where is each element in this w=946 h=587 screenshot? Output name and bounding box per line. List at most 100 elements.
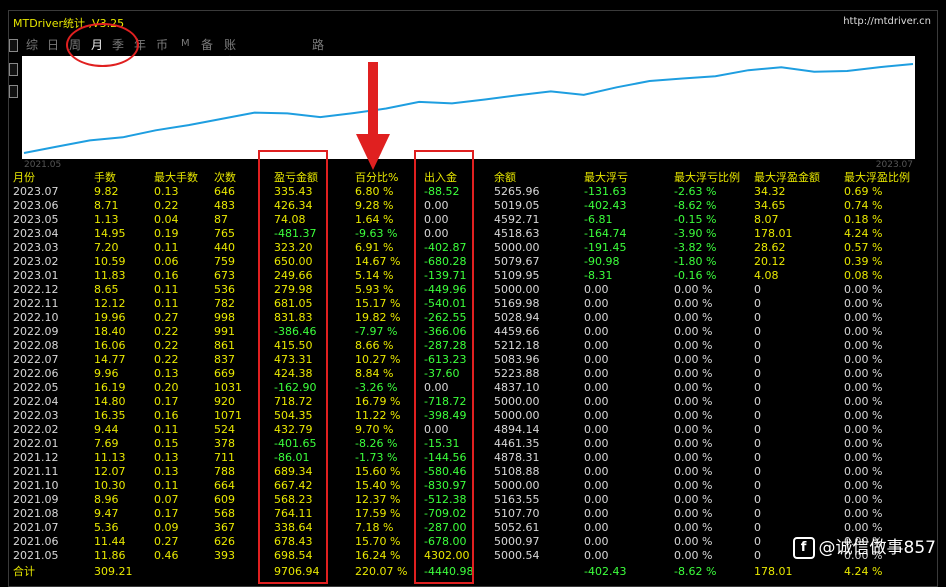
cell-m: 2021.12 xyxy=(13,451,59,464)
table-row[interactable]: 2022.10 19.96 0.27 998 831.83 19.82 % -262.55 5… xyxy=(9,311,929,325)
table-row[interactable]: 2021.07 5.36 0.09 367 338.64 7.18 % -287.00 505… xyxy=(9,521,929,535)
cell-bal: 4894.14 xyxy=(494,423,540,436)
column-header[interactable]: 余额 xyxy=(494,171,516,184)
table-row[interactable]: 2021.10 10.30 0.11 664 667.42 15.40 % -830.97 5… xyxy=(9,479,929,493)
column-header[interactable]: 次数 xyxy=(214,171,236,184)
cell-lots: 8.96 xyxy=(94,493,119,506)
cell-m: 2022.09 xyxy=(13,325,59,338)
cell-fp: 0 xyxy=(754,465,761,478)
cell-fpp: 0.00 % xyxy=(844,311,883,324)
cell-pct: -1.73 % xyxy=(355,451,398,464)
cell-m: 2022.07 xyxy=(13,353,59,366)
deposit-column-highlight xyxy=(414,150,474,584)
column-header[interactable]: 手数 xyxy=(94,171,116,184)
cell-m: 2021.09 xyxy=(13,493,59,506)
table-row[interactable]: 2021.05 11.86 0.46 393 698.54 16.24 % 4302.00 5… xyxy=(9,549,929,563)
cell-maxlots: 0.06 xyxy=(154,255,179,268)
table-row[interactable]: 2021.09 8.96 0.07 609 568.23 12.37 % -512.38 51… xyxy=(9,493,929,507)
cell-pl: 335.43 xyxy=(274,185,313,198)
cell-lots: 9.47 xyxy=(94,507,119,520)
column-header[interactable]: 百分比% xyxy=(355,171,399,184)
cell-fp: 0 xyxy=(754,521,761,534)
cell-flp: -0.15 % xyxy=(674,213,717,226)
cell-fpp: 0.00 % xyxy=(844,437,883,450)
cell-pct: 10.27 % xyxy=(355,353,401,366)
table-row[interactable]: 2022.04 14.80 0.17 920 718.72 16.79 % -718.72 5… xyxy=(9,395,929,409)
cell-io: -613.23 xyxy=(424,353,467,366)
cell-cnt: 711 xyxy=(214,451,235,464)
cell-flp: 0.00 % xyxy=(674,423,713,436)
column-header[interactable]: 最大浮亏 xyxy=(584,171,628,184)
cell-m: 2022.11 xyxy=(13,297,59,310)
table-row[interactable]: 2023.02 10.59 0.06 759 650.00 14.67 % -680.28 5… xyxy=(9,255,929,269)
table-row[interactable]: 2022.07 14.77 0.22 837 473.31 10.27 % -613.23 5… xyxy=(9,353,929,367)
cell-m: 2022.02 xyxy=(13,423,59,436)
cell-m: 2023.04 xyxy=(13,227,59,240)
tab-8[interactable]: 备 xyxy=(201,38,214,52)
cell-pct: 15.40 % xyxy=(355,479,401,492)
cell-bal: 5083.96 xyxy=(494,353,540,366)
cell-fpp: 0.00 % xyxy=(844,549,883,562)
table-row[interactable]: 2022.02 9.44 0.11 524 432.79 9.70 % 0.00 4894.1… xyxy=(9,423,929,437)
cell-flp: 0.00 % xyxy=(674,325,713,338)
cell-fp: 0 xyxy=(754,297,761,310)
table-row[interactable]: 2022.12 8.65 0.11 536 279.98 5.93 % -449.96 500… xyxy=(9,283,929,297)
cell-cnt: 861 xyxy=(214,339,235,352)
column-header[interactable]: 最大浮盈金额 xyxy=(754,171,820,184)
side-toggle-icon[interactable] xyxy=(9,39,18,52)
column-header[interactable]: 最大浮盈比例 xyxy=(844,171,910,184)
cell-m: 2022.12 xyxy=(13,283,59,296)
cell-fp: 0 xyxy=(754,423,761,436)
tab-1[interactable]: 日 xyxy=(47,38,60,52)
cell-cnt: 378 xyxy=(214,437,235,450)
table-row[interactable]: 2023.04 14.95 0.19 765 -481.37 -9.63 % 0.00 451… xyxy=(9,227,929,241)
cell-fp: 8.07 xyxy=(754,213,779,226)
cell-pct: -9.63 % xyxy=(355,227,398,240)
tab-6[interactable]: 币 xyxy=(156,38,169,52)
table-row[interactable]: 2023.05 1.13 0.04 87 74.08 1.64 % 0.00 4592.71 -… xyxy=(9,213,929,227)
cell-maxlots: 0.15 xyxy=(154,437,179,450)
cell-fpp: 0.00 % xyxy=(844,409,883,422)
cell-fl: 0.00 xyxy=(584,325,609,338)
table-row[interactable]: 2022.09 18.40 0.22 991 -386.46 -7.97 % -366.06… xyxy=(9,325,929,339)
table-row[interactable]: 2023.06 8.71 0.22 483 426.34 9.28 % 0.00 5019.0… xyxy=(9,199,929,213)
table-row[interactable]: 2022.11 12.12 0.11 782 681.05 15.17 % -540.01 5… xyxy=(9,297,929,311)
table-row[interactable]: 2022.03 16.35 0.16 1071 504.35 11.22 % -398.49… xyxy=(9,409,929,423)
table-row[interactable]: 2022.05 16.19 0.20 1031 -162.90 -3.26 % 0.00 48… xyxy=(9,381,929,395)
cell-lots: 14.77 xyxy=(94,353,126,366)
table-row[interactable]: 2021.12 11.13 0.13 711 -86.01 -1.73 % -144.56 4… xyxy=(9,451,929,465)
table-row[interactable]: 2021.11 12.07 0.13 788 689.34 15.60 % -580.46 5… xyxy=(9,465,929,479)
table-row[interactable]: 2021.06 11.44 0.27 626 678.43 15.70 % -678.00 5… xyxy=(9,535,929,549)
tab-0[interactable]: 综 xyxy=(26,38,39,52)
cell-bal: 5000.00 xyxy=(494,395,540,408)
side-toggle-icon[interactable] xyxy=(9,63,18,76)
cell-fp: 0 xyxy=(754,535,761,548)
cell-cnt: 765 xyxy=(214,227,235,240)
cell-pl: 426.34 xyxy=(274,199,313,212)
cell-io: 0.00 xyxy=(424,199,449,212)
table-row[interactable]: 2022.06 9.96 0.13 669 424.38 8.84 % -37.60 5223… xyxy=(9,367,929,381)
table-row[interactable]: 2022.01 7.69 0.15 378 -401.65 -8.26 % -15.31 44… xyxy=(9,437,929,451)
table-row[interactable]: 2021.08 9.47 0.17 568 764.11 17.59 % -709.02 51… xyxy=(9,507,929,521)
cell-pl: 667.42 xyxy=(274,479,313,492)
column-header[interactable]: 最大手数 xyxy=(154,171,198,184)
side-toggle-icon[interactable] xyxy=(9,85,18,98)
cell-fl: -6.81 xyxy=(584,213,613,226)
cell-io: -678.00 xyxy=(424,535,467,548)
cell-m: 2022.10 xyxy=(13,311,59,324)
column-header[interactable]: 盈亏金额 xyxy=(274,171,318,184)
cell-fpp: 0.00 % xyxy=(844,325,883,338)
table-row[interactable]: 2023.03 7.20 0.11 440 323.20 6.91 % -402.87 500… xyxy=(9,241,929,255)
cell-fl: 0.00 xyxy=(584,479,609,492)
column-header[interactable]: 出入金 xyxy=(424,171,457,184)
tab-7[interactable]: M xyxy=(181,38,190,49)
cell-pct: 15.17 % xyxy=(355,297,401,310)
column-header[interactable]: 最大浮亏比例 xyxy=(674,171,740,184)
site-url[interactable]: http://mtdriver.cn xyxy=(843,16,931,27)
cell-maxlots: 0.04 xyxy=(154,213,179,226)
cell-fpp: 0.00 % xyxy=(844,479,883,492)
table-row[interactable]: 2023.01 11.83 0.16 673 249.66 5.14 % -139.71 51… xyxy=(9,269,929,283)
table-row[interactable]: 2022.08 16.06 0.22 861 415.50 8.66 % -287.28 52… xyxy=(9,339,929,353)
column-header[interactable]: 月份 xyxy=(13,171,35,184)
table-row[interactable]: 2023.07 9.82 0.13 646 335.43 6.80 % -88.52 5265… xyxy=(9,185,929,199)
